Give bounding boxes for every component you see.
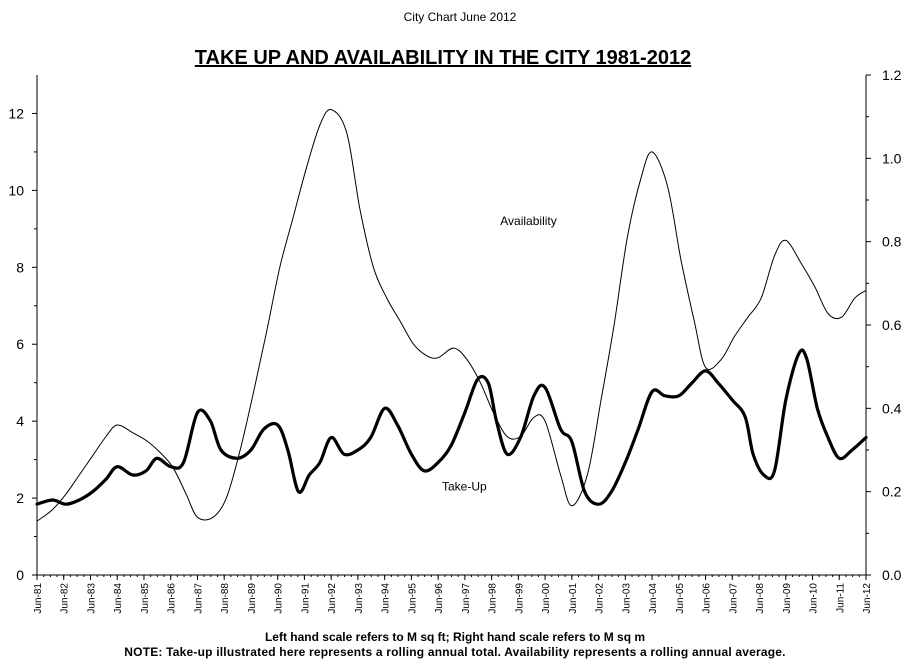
x-tick-label: Jun-90 xyxy=(274,583,285,614)
right-y-tick-label: 0.6 xyxy=(882,317,902,333)
x-tick-label: Jun-92 xyxy=(327,583,338,614)
x-tick-label: Jun-81 xyxy=(33,583,44,614)
annotation-availability: Availability xyxy=(500,214,556,228)
x-tick-label: Jun-93 xyxy=(354,583,365,614)
series-line-availability xyxy=(36,108,867,522)
x-tick-label: Jun-12 xyxy=(862,583,873,614)
x-tick-label: Jun-08 xyxy=(755,583,766,614)
annotation-take-up: Take-Up xyxy=(442,479,487,493)
left-y-tick-label: 10 xyxy=(8,182,24,198)
x-tick-label: Jun-89 xyxy=(247,583,258,614)
x-tick-label: Jun-01 xyxy=(568,583,579,614)
right-y-tick-label: 0.2 xyxy=(882,484,902,500)
x-tick-label: Jun-11 xyxy=(835,583,846,613)
methodology-note: NOTE: Take-up illustrated here represent… xyxy=(124,645,786,659)
x-tick-label: Jun-10 xyxy=(809,583,820,614)
right-y-tick-label: 0.8 xyxy=(882,234,902,250)
x-tick-label: Jun-04 xyxy=(648,583,659,614)
x-tick-label: Jun-84 xyxy=(113,583,124,614)
x-tick-label: Jun-97 xyxy=(461,583,472,614)
x-tick-label: Jun-03 xyxy=(621,583,632,614)
x-tick-label: Jun-07 xyxy=(728,583,739,614)
x-tick-label: Jun-94 xyxy=(381,583,392,614)
right-y-tick-label: 0.4 xyxy=(882,400,902,416)
chart-title: TAKE UP AND AVAILABILITY IN THE CITY 198… xyxy=(194,47,692,69)
x-tick-label: Jun-00 xyxy=(541,583,552,614)
right-y-tick-label: 1.2 xyxy=(882,67,902,83)
left-y-tick-label: 0 xyxy=(16,567,24,583)
x-tick-label: Jun-98 xyxy=(488,583,499,614)
x-tick-label: Jun-87 xyxy=(193,583,204,614)
x-tick-label: Jun-82 xyxy=(60,583,71,614)
x-tick-label: Jun-09 xyxy=(782,583,793,614)
left-y-tick-label: 6 xyxy=(16,336,24,352)
right-y-tick-label: 0.0 xyxy=(882,567,902,583)
left-y-tick-label: 2 xyxy=(16,490,24,506)
left-y-tick-label: 8 xyxy=(16,259,24,275)
x-tick-label: Jun-06 xyxy=(702,583,713,614)
right-y-tick-label: 1.0 xyxy=(882,150,902,166)
left-y-tick-label: 12 xyxy=(8,105,24,121)
x-tick-label: Jun-85 xyxy=(140,583,151,614)
x-tick-label: Jun-88 xyxy=(220,583,231,614)
x-tick-label: Jun-86 xyxy=(167,583,178,614)
x-tick-label: Jun-99 xyxy=(514,583,525,614)
x-tick-label: Jun-95 xyxy=(407,583,418,614)
x-tick-label: Jun-83 xyxy=(86,583,97,614)
x-tick-label: Jun-91 xyxy=(300,583,311,614)
x-tick-label: Jun-05 xyxy=(675,583,686,614)
left-y-tick-label: 4 xyxy=(16,413,24,429)
chart-header-label: City Chart June 2012 xyxy=(403,10,517,24)
scale-note: Left hand scale refers to M sq ft; Right… xyxy=(264,630,646,644)
x-tick-label: Jun-96 xyxy=(434,583,445,614)
series-line-take-up xyxy=(35,348,868,506)
x-tick-label: Jun-02 xyxy=(595,583,606,614)
